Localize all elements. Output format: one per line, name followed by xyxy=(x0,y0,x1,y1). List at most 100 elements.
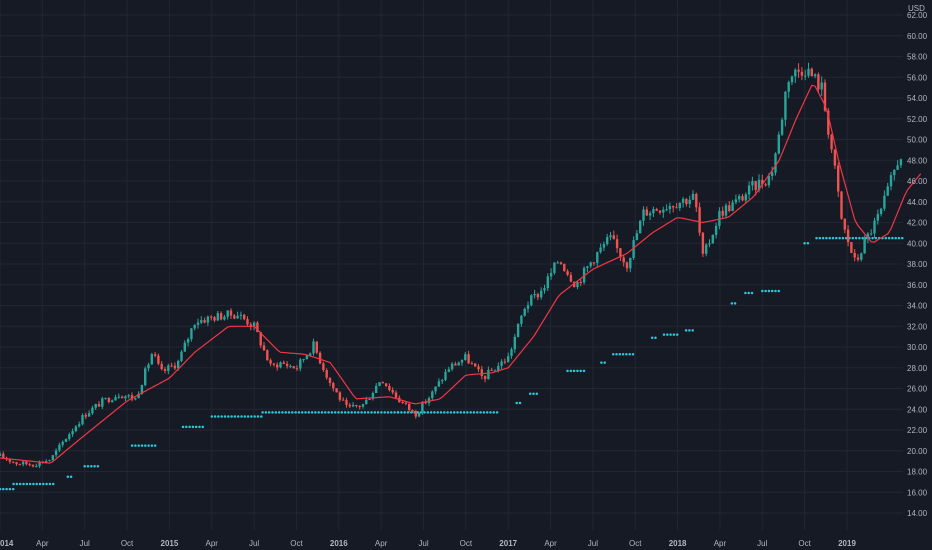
candle-body xyxy=(249,324,252,327)
candle-body xyxy=(764,184,767,186)
support-dot xyxy=(472,411,476,414)
candle-body xyxy=(147,364,150,369)
candle-body xyxy=(563,263,566,272)
candle-body xyxy=(708,243,711,245)
support-dot xyxy=(18,482,22,486)
candle-body xyxy=(896,165,899,170)
candle-body xyxy=(480,369,483,377)
candle-body xyxy=(526,305,530,309)
support-dot xyxy=(654,336,657,339)
y-tick-label: 62.00 xyxy=(907,11,928,20)
support-dot xyxy=(750,291,754,295)
support-dot xyxy=(825,236,828,240)
support-dot xyxy=(327,411,330,414)
candle-body xyxy=(747,185,751,195)
support-dot xyxy=(38,482,42,486)
candle-body xyxy=(167,365,170,371)
x-tick-label: 2017 xyxy=(499,539,517,548)
support-dot xyxy=(363,411,367,414)
x-tick-label: Jul xyxy=(757,539,767,548)
support-dot xyxy=(479,411,482,414)
support-dot xyxy=(485,411,489,414)
candle-body xyxy=(140,385,144,394)
candle-body xyxy=(553,262,556,273)
support-dot xyxy=(495,411,499,414)
candle-body xyxy=(612,235,615,240)
support-dot xyxy=(576,369,579,373)
support-dot xyxy=(0,487,2,491)
support-dot xyxy=(69,475,73,478)
support-dot xyxy=(621,353,625,356)
candle-body xyxy=(285,363,289,367)
candle-body xyxy=(589,262,592,267)
support-dot xyxy=(304,411,307,414)
candle-body xyxy=(573,281,576,288)
support-dot xyxy=(347,411,350,414)
support-dot xyxy=(317,411,320,414)
currency-label: USD xyxy=(908,4,925,13)
support-dot xyxy=(147,444,150,447)
candle-body xyxy=(144,368,147,386)
x-tick-label: Oct xyxy=(121,539,134,548)
y-tick-label: 32.00 xyxy=(907,322,928,331)
candle-body xyxy=(203,320,206,323)
candle-body xyxy=(843,218,846,230)
y-tick-label: 54.00 xyxy=(907,94,928,103)
candle-body xyxy=(454,363,457,366)
support-dot xyxy=(393,411,396,414)
candle-body xyxy=(200,320,203,323)
candle-body xyxy=(401,402,404,404)
support-dot xyxy=(426,411,430,414)
candle-body xyxy=(645,209,648,216)
support-dot xyxy=(181,425,185,429)
support-dot xyxy=(320,411,324,414)
support-dot xyxy=(240,415,243,418)
candle-body xyxy=(639,220,642,234)
support-dot xyxy=(230,415,233,418)
candle-body xyxy=(246,319,249,325)
support-dot xyxy=(891,236,894,240)
support-dot xyxy=(297,411,301,414)
y-tick-label: 44.00 xyxy=(907,198,928,207)
time-axis[interactable]: 014 Apr Jul Oct 2015 Apr Jul Oct 2016 Apr Jul Oct 20… xyxy=(0,539,856,548)
candle-body xyxy=(850,242,853,253)
candle-body xyxy=(127,395,130,397)
candle-body xyxy=(153,354,157,356)
support-dot xyxy=(901,236,904,240)
support-dot xyxy=(887,236,891,240)
candle-body xyxy=(381,382,384,384)
candle-body xyxy=(190,328,193,340)
candle-body xyxy=(714,225,718,235)
support-dot xyxy=(815,236,818,240)
support-dot xyxy=(256,415,260,418)
candle-body xyxy=(437,381,441,387)
candle-body xyxy=(556,262,559,264)
candle-body xyxy=(576,282,579,288)
support-dot xyxy=(691,329,694,332)
x-tick-label: Apr xyxy=(714,539,727,548)
candle-body xyxy=(533,294,536,296)
candle-body xyxy=(483,376,487,380)
candle-body xyxy=(734,199,738,203)
candle-body xyxy=(391,390,394,393)
candle-body xyxy=(833,149,837,166)
candle-body xyxy=(61,441,64,445)
candle-body xyxy=(150,354,153,365)
x-tick-label: 2015 xyxy=(161,539,179,548)
support-dot xyxy=(150,444,154,447)
candle-body xyxy=(467,354,470,364)
price-axis[interactable]: 14.00 16.00 18.00 20.00 22.00 24.00 26.00 28.00… xyxy=(907,11,928,518)
candle-body xyxy=(424,402,427,404)
candle-body xyxy=(28,464,31,466)
support-dot xyxy=(227,415,230,418)
support-dot xyxy=(476,411,479,414)
support-dot xyxy=(15,482,19,486)
y-tick-label: 22.00 xyxy=(907,426,928,435)
candle-body xyxy=(411,410,414,412)
candle-body xyxy=(889,175,893,187)
x-tick-label: Apr xyxy=(36,539,49,548)
candle-body xyxy=(206,316,210,323)
candle-body xyxy=(305,355,309,359)
candle-body xyxy=(876,214,879,221)
